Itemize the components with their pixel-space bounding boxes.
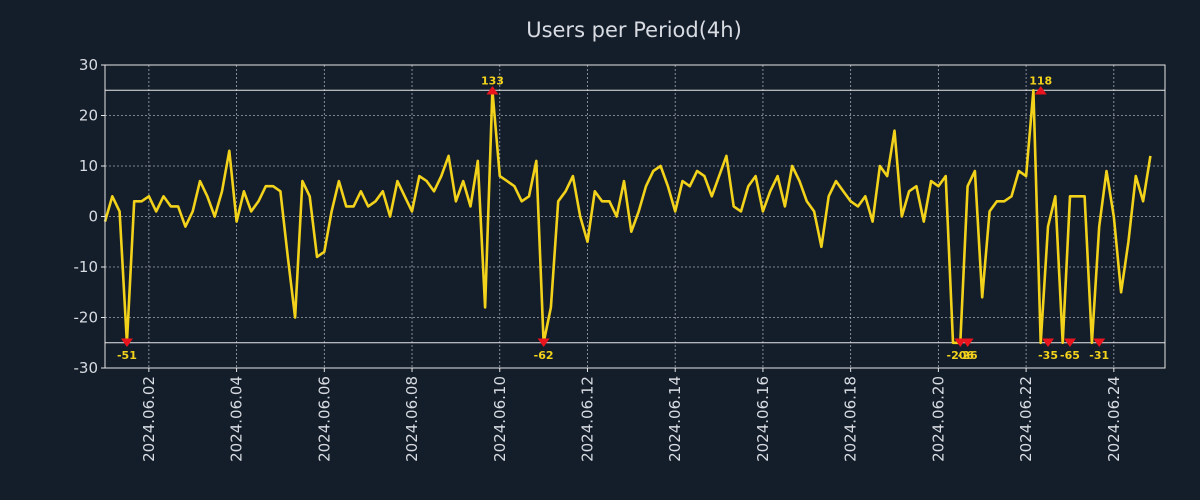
clipped-value-label: -62 bbox=[534, 349, 554, 362]
clipped-marker bbox=[1034, 86, 1047, 95]
x-tick-label: 2024.06.24 bbox=[1105, 376, 1123, 462]
x-tick-label: 2024.06.14 bbox=[666, 376, 684, 462]
plot-frame bbox=[104, 64, 1166, 369]
y-tick-label: -20 bbox=[74, 309, 99, 327]
x-tick-label: 2024.06.18 bbox=[842, 376, 860, 462]
x-tick-label: 2024.06.12 bbox=[578, 376, 596, 462]
y-tick-label: 10 bbox=[79, 157, 98, 175]
y-tick-label: 20 bbox=[79, 107, 98, 125]
clipped-value-label: 133 bbox=[481, 74, 504, 87]
y-tick-label: -30 bbox=[74, 359, 99, 377]
chart-title: Users per Period(4h) bbox=[526, 18, 742, 42]
clipped-marker bbox=[537, 338, 550, 347]
series-line bbox=[103, 89, 1152, 345]
clipped-marker bbox=[120, 338, 133, 347]
clipped-value-label: -206 bbox=[947, 349, 975, 362]
x-tick-label: 2024.06.16 bbox=[754, 376, 772, 462]
clipped-marker bbox=[961, 338, 974, 347]
clipped-marker bbox=[1042, 338, 1055, 347]
clipped-value-label: -31 bbox=[1089, 349, 1109, 362]
clipped-value-label: -51 bbox=[117, 349, 137, 362]
y-tick-label: -10 bbox=[74, 258, 99, 276]
clipped-markers: -51 133 -62 -206-26 118 -35 -65 -31 bbox=[117, 74, 1109, 362]
grid bbox=[105, 64, 1165, 369]
y-tick-label: 30 bbox=[79, 56, 98, 74]
x-tick-label: 2024.06.02 bbox=[140, 376, 158, 462]
x-tick-label: 2024.06.08 bbox=[403, 376, 421, 462]
x-tick-label: 2024.06.10 bbox=[491, 376, 509, 462]
x-tick-label: 2024.06.06 bbox=[315, 376, 333, 462]
y-tick-label: 0 bbox=[88, 208, 98, 226]
clip-limit-lines bbox=[105, 89, 1165, 344]
clipped-value-label: -26 bbox=[958, 349, 978, 362]
y-axis-ticks: -30 -20 -10 0 10 20 30 bbox=[74, 56, 105, 377]
clipped-value-label: -35 bbox=[1038, 349, 1058, 362]
series-layer bbox=[103, 89, 1152, 345]
x-tick-label: 2024.06.04 bbox=[228, 376, 246, 462]
x-axis-ticks: 2024.06.02 2024.06.04 2024.06.06 2024.06.08… bbox=[140, 368, 1123, 462]
x-tick-label: 2024.06.20 bbox=[929, 376, 947, 462]
clipped-value-label: 118 bbox=[1029, 74, 1052, 87]
clipped-marker bbox=[486, 86, 499, 95]
x-tick-label: 2024.06.22 bbox=[1017, 376, 1035, 462]
clipped-value-label: -65 bbox=[1060, 349, 1080, 362]
clipped-marker bbox=[1093, 338, 1106, 347]
clipped-marker bbox=[1063, 338, 1076, 347]
